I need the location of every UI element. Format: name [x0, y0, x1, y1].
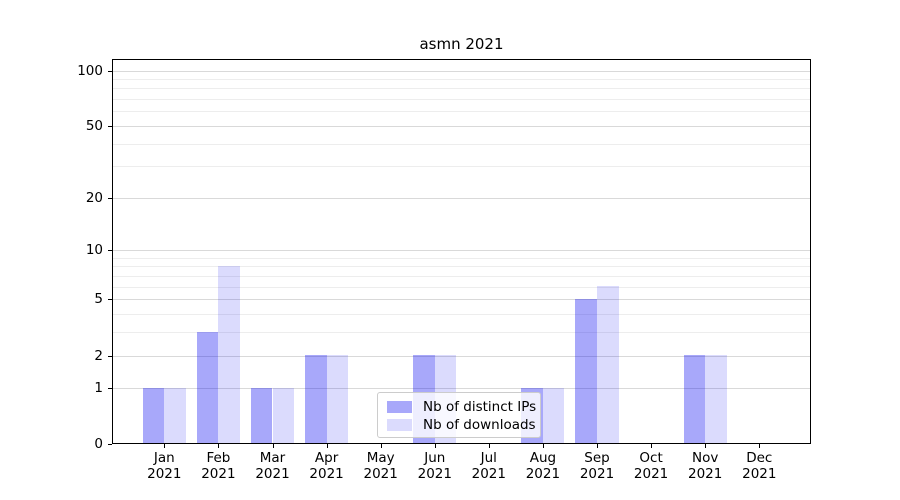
bar-distinct-ips: [196, 331, 219, 443]
x-tick-mark: [651, 444, 653, 448]
bar-downloads: [597, 286, 619, 443]
x-tick-mark: [488, 444, 490, 448]
minor-gridline: [113, 166, 810, 168]
minor-gridline: [113, 332, 810, 334]
y-tick-label: 1: [94, 380, 103, 397]
y-tick-mark: [108, 197, 112, 199]
major-gridline: [113, 355, 810, 357]
bar-downloads: [164, 387, 186, 443]
bar-distinct-ips: [575, 298, 597, 443]
y-tick-mark: [108, 125, 112, 127]
legend-label-distinct-ips: Nb of distinct IPs: [423, 398, 537, 415]
x-tick-label: Sep 2021: [579, 450, 615, 482]
x-tick-mark: [218, 444, 220, 448]
x-tick-mark: [542, 444, 544, 448]
y-tick-label: 0: [94, 435, 103, 452]
y-tick-mark: [108, 70, 112, 72]
y-tick-mark: [108, 250, 112, 252]
major-gridline: [113, 70, 810, 72]
bar-distinct-ips: [305, 355, 327, 443]
y-tick-mark: [108, 388, 112, 390]
major-gridline: [113, 299, 810, 301]
bar-distinct-ips: [683, 355, 706, 443]
y-tick-label: 10: [85, 242, 103, 259]
bar-distinct-ips: [142, 387, 165, 443]
x-tick-mark: [705, 444, 707, 448]
minor-gridline: [113, 276, 810, 277]
x-tick-mark: [759, 444, 761, 448]
plot-area: [112, 59, 811, 444]
bar-downloads: [218, 265, 240, 443]
x-tick-label: May 2021: [363, 450, 398, 482]
bar-downloads: [326, 355, 349, 443]
minor-gridline: [113, 99, 810, 101]
x-tick-label: Feb 2021: [201, 450, 236, 482]
y-tick-label: 2: [94, 347, 103, 364]
major-gridline: [113, 250, 810, 252]
x-tick-label: Jul 2021: [471, 450, 506, 482]
y-tick-label: 20: [85, 189, 103, 206]
x-tick-mark: [326, 444, 328, 448]
y-tick-mark: [108, 299, 112, 301]
minor-gridline: [113, 286, 810, 288]
y-tick-label: 100: [77, 62, 103, 79]
legend: Nb of distinct IPs Nb of downloads: [377, 392, 541, 438]
major-gridline: [113, 197, 810, 199]
bar-downloads: [542, 387, 565, 443]
legend-item-downloads: Nb of downloads: [387, 416, 540, 434]
x-tick-label: Aug 2021: [525, 450, 561, 482]
minor-gridline: [113, 314, 810, 316]
legend-swatch-downloads: [387, 419, 412, 431]
major-gridline: [113, 388, 810, 390]
legend-label-downloads: Nb of downloads: [423, 416, 536, 433]
x-tick-mark: [434, 444, 436, 448]
minor-gridline: [113, 266, 810, 268]
minor-gridline: [113, 88, 810, 90]
minor-gridline: [113, 111, 810, 113]
minor-gridline: [113, 78, 810, 80]
major-gridline: [113, 125, 810, 127]
bar-downloads: [705, 355, 727, 443]
x-tick-label: Dec 2021: [742, 450, 777, 482]
bar-distinct-ips: [250, 387, 273, 443]
x-tick-label: Apr 2021: [309, 450, 344, 482]
legend-item-distinct-ips: Nb of distinct IPs: [387, 398, 540, 416]
bar-downloads: [272, 387, 295, 443]
x-tick-label: Oct 2021: [633, 450, 669, 482]
chart-title: asmn 2021: [419, 35, 504, 53]
y-tick-mark: [108, 443, 112, 445]
x-tick-label: Jun 2021: [417, 450, 452, 482]
minor-gridline: [113, 257, 810, 259]
minor-gridline: [113, 143, 810, 145]
x-tick-mark: [272, 444, 274, 448]
x-tick-label: Nov 2021: [688, 450, 723, 482]
x-tick-mark: [380, 444, 382, 448]
x-tick-mark: [597, 444, 598, 448]
y-tick-label: 50: [85, 117, 103, 134]
x-tick-mark: [164, 444, 166, 448]
x-tick-label: Jan 2021: [147, 450, 182, 482]
y-tick-mark: [108, 355, 112, 357]
x-tick-label: Mar 2021: [255, 450, 290, 482]
y-tick-label: 5: [94, 291, 103, 308]
legend-swatch-distinct-ips: [387, 401, 412, 413]
